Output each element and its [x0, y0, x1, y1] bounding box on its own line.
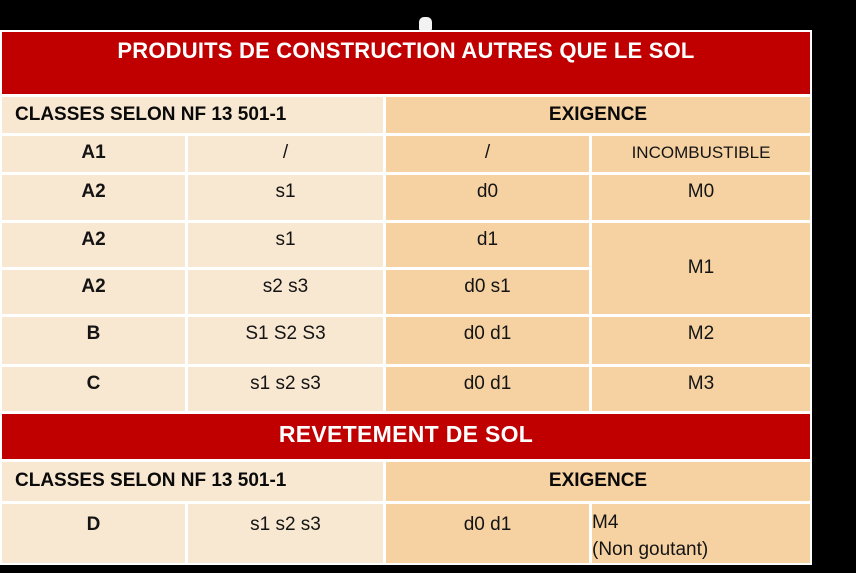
column-header-exigence-2: EXIGENCE	[386, 462, 810, 501]
banner-products-title: PRODUITS DE CONSTRUCTION AUTRES QUE LE S…	[2, 32, 810, 94]
cell-row6-class: C	[2, 367, 185, 411]
cell-row1-class: A1	[2, 136, 185, 172]
cell-row5-droplet: d0 d1	[386, 317, 589, 364]
cell-row4-smoke: s2 s3	[188, 270, 383, 314]
cell-row1-smoke: /	[188, 136, 383, 172]
top-marker-blob	[419, 17, 432, 30]
cell-row2-smoke: s1	[188, 175, 383, 220]
column-header-classes: CLASSES SELON NF 13 501-1	[2, 97, 383, 133]
banner-floor-covering-title: REVETEMENT DE SOL	[2, 414, 810, 459]
cell-rowD-mclass-line1: M4	[592, 511, 619, 533]
cell-row6-droplet: d0 d1	[386, 367, 589, 411]
cell-row4-droplet: d0 s1	[386, 270, 589, 314]
cell-row6-smoke: s1 s2 s3	[188, 367, 383, 411]
cell-row4-class: A2	[2, 270, 185, 314]
cell-row6-mclass: M3	[592, 367, 810, 411]
cell-row2-class: A2	[2, 175, 185, 220]
cell-row3-droplet: d1	[386, 223, 589, 267]
cell-row3-class: A2	[2, 223, 185, 267]
column-header-exigence: EXIGENCE	[386, 97, 810, 133]
cell-row5-smoke: S1 S2 S3	[188, 317, 383, 364]
cell-rowD-smoke: s1 s2 s3	[188, 504, 383, 563]
cell-rowD-mclass: M4 (Non goutant)	[592, 504, 810, 563]
cell-rowD-droplet: d0 d1	[386, 504, 589, 563]
cell-row3-smoke: s1	[188, 223, 383, 267]
cell-merged-m1: M1	[592, 223, 810, 314]
cell-rowD-mclass-line2: (Non goutant)	[592, 538, 709, 560]
cell-row5-mclass: M2	[592, 317, 810, 364]
cell-row5-class: B	[2, 317, 185, 364]
cell-rowD-class: D	[2, 504, 185, 563]
cell-row2-droplet: d0	[386, 175, 589, 220]
fire-classification-table: PRODUITS DE CONSTRUCTION AUTRES QUE LE S…	[0, 30, 812, 565]
cell-row2-mclass: M0	[592, 175, 810, 220]
cell-row1-droplet: /	[386, 136, 589, 172]
column-header-classes-2: CLASSES SELON NF 13 501-1	[2, 462, 383, 501]
cell-row1-mclass: INCOMBUSTIBLE	[592, 136, 810, 172]
